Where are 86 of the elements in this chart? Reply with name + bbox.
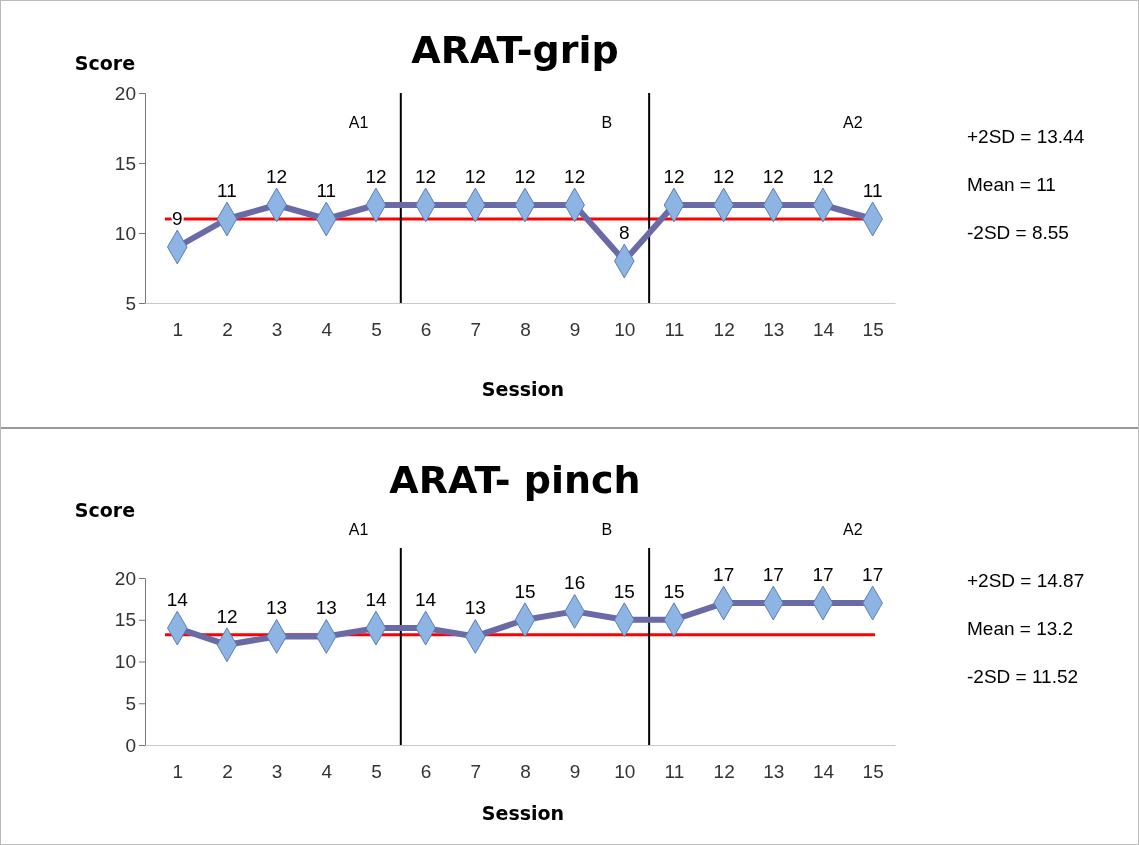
text: A1: [348, 521, 369, 538]
x-tick-label: 3: [271, 319, 283, 341]
data-label: 11: [316, 180, 337, 201]
x-tick-label: 6: [420, 761, 432, 783]
x-tick-label: 4: [321, 319, 333, 341]
data-label: 12: [514, 166, 536, 187]
y-tick-label: 15: [114, 609, 136, 631]
x-tick-label: 15: [862, 761, 884, 783]
data-label: 11: [217, 180, 237, 201]
x-tick-label: 8: [520, 319, 531, 341]
x-tick-label: 3: [271, 761, 283, 783]
y-tick-label: 10: [114, 222, 136, 244]
text: +2SD = 13.44: [967, 126, 1085, 147]
text: -2SD = 8.55: [967, 222, 1069, 243]
x-tick-label: 7: [470, 319, 482, 341]
data-label: 12: [464, 166, 486, 187]
y-tick-label: 20: [114, 567, 136, 589]
y-axis-title: Score: [74, 499, 136, 521]
data-label: 17: [762, 564, 784, 586]
annotation: A1: [348, 114, 369, 131]
data-label: 15: [514, 580, 536, 602]
x-tick-label: 11: [664, 761, 685, 783]
x-tick-label: 4: [321, 761, 333, 783]
data-label: 13: [315, 597, 337, 619]
data-label: 14: [365, 589, 387, 611]
x-tick-label: 12: [713, 319, 735, 341]
chart-title: ARAT- pinch: [389, 458, 641, 502]
data-label: 8: [619, 222, 630, 243]
text: Mean = 11: [967, 174, 1056, 195]
text: -2SD = 11.52: [967, 666, 1079, 687]
text: Mean = 13.2: [967, 618, 1074, 639]
x-tick-label: 11: [664, 319, 685, 341]
x-tick-label: 8: [520, 761, 531, 783]
data-label: 16: [564, 572, 586, 594]
x-axis-title: Session: [481, 802, 565, 824]
data-label: 12: [365, 166, 387, 187]
x-tick-label: 14: [812, 761, 835, 783]
data-label: 12: [564, 166, 586, 187]
data-label: 11: [862, 180, 883, 201]
x-tick-label: 2: [222, 761, 233, 783]
y-tick-label: 10: [114, 651, 136, 673]
y-tick-label: 15: [114, 152, 136, 174]
data-label: 15: [663, 580, 685, 602]
y-tick-label: 0: [125, 734, 136, 756]
text: B: [601, 521, 613, 538]
x-tick-label: 6: [420, 319, 432, 341]
data-label: 17: [713, 564, 735, 586]
y-tick-label: 5: [125, 292, 136, 314]
data-label: 12: [216, 605, 238, 627]
x-tick-label: 15: [862, 319, 884, 341]
x-axis-title: Session: [481, 378, 565, 400]
chart-title: ARAT-grip: [411, 28, 619, 72]
annotation: A2: [842, 114, 863, 131]
data-label: 12: [415, 166, 437, 187]
data-label: 12: [266, 166, 288, 187]
data-label: 13: [266, 597, 288, 619]
data-label: 12: [713, 166, 735, 187]
x-tick-label: 5: [371, 319, 382, 341]
data-label: 12: [812, 166, 834, 187]
data-label: 12: [663, 166, 685, 187]
x-tick-label: 1: [172, 319, 184, 341]
data-label: 15: [613, 580, 635, 602]
x-tick-label: 9: [569, 319, 581, 341]
data-label: 12: [762, 166, 784, 187]
y-tick-label: 5: [125, 692, 136, 714]
data-label: 14: [415, 589, 437, 611]
x-tick-label: 5: [371, 761, 382, 783]
x-tick-label: 1: [172, 761, 184, 783]
data-label: 17: [862, 564, 884, 586]
x-tick-label: 2: [222, 319, 233, 341]
x-tick-label: 10: [614, 761, 636, 783]
y-axis-title: Score: [74, 52, 136, 74]
y-tick-label: 20: [114, 82, 136, 104]
x-tick-label: 9: [569, 761, 581, 783]
x-tick-label: 10: [614, 319, 636, 341]
x-tick-label: 13: [763, 319, 785, 341]
x-tick-label: 7: [470, 761, 482, 783]
x-tick-label: 14: [812, 319, 835, 341]
data-label: 17: [812, 564, 834, 586]
x-tick-label: 12: [713, 761, 735, 783]
text: A2: [842, 521, 863, 538]
data-label: 14: [166, 589, 189, 611]
text: +2SD = 14.87: [967, 570, 1085, 591]
x-tick-label: 13: [763, 761, 785, 783]
annotation: B: [601, 114, 613, 131]
data-label: 13: [464, 597, 486, 619]
